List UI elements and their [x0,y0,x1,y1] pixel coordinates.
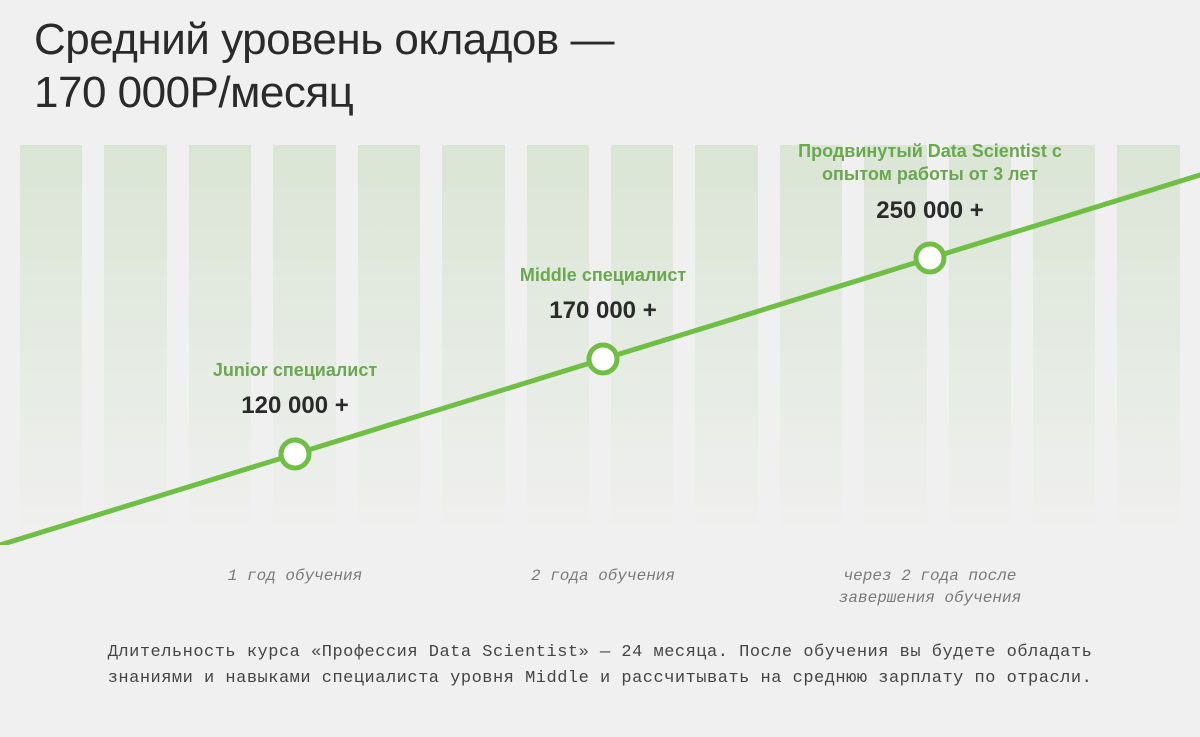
role-label: Middle специалист [520,264,686,287]
data-point-label: Продвинутый Data Scientist с опытом рабо… [780,140,1080,225]
page-title: Средний уровень окладов — 170 000Р/месяц [34,14,614,120]
role-label: Продвинутый Data Scientist с опытом рабо… [780,140,1080,187]
x-axis-labels: 1 год обучения 2 года обучения через 2 год… [0,565,1200,625]
background-bar [611,145,673,545]
background-bar [527,145,589,545]
chart-area: Junior специалист 120 000 + Middle специал… [0,145,1200,545]
background-bar [189,145,251,545]
background-bar [20,145,82,545]
salary-value: 170 000 + [520,297,686,325]
title-line-2: 170 000Р/месяц [34,68,353,117]
x-axis-label: через 2 года после завершения обучения [800,565,1060,610]
background-bar [358,145,420,545]
data-point-label: Middle специалист 170 000 + [520,264,686,325]
background-bar [1117,145,1179,545]
salary-infographic: Средний уровень окладов — 170 000Р/месяц… [0,0,1200,737]
background-bar [273,145,335,545]
background-bar [104,145,166,545]
footer-description: Длительность курса «Профессия Data Scien… [0,640,1200,693]
data-point-label: Junior специалист 120 000 + [213,359,377,420]
x-axis-label: 2 года обучения [473,565,733,587]
role-label: Junior специалист [213,359,377,382]
title-line-1: Средний уровень окладов — [34,15,614,64]
background-bar [442,145,504,545]
x-axis-label: 1 год обучения [165,565,425,587]
background-bar [695,145,757,545]
salary-value: 120 000 + [213,392,377,420]
salary-value: 250 000 + [780,197,1080,225]
